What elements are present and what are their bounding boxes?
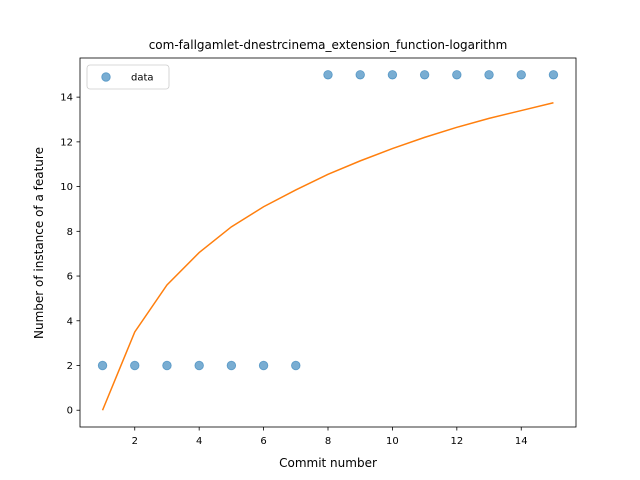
x-tick-label: 4 [196, 436, 202, 447]
data-point [291, 360, 301, 371]
data-point [97, 360, 108, 371]
legend-label: data [131, 73, 154, 84]
x-tick-label: 10 [386, 436, 399, 447]
legend-box [86, 64, 170, 90]
y-tick-label: 14 [60, 93, 73, 104]
y-tick-label: 2 [67, 361, 73, 372]
legend-marker [101, 72, 111, 82]
x-tick-label: 2 [132, 436, 138, 447]
data-point [484, 70, 494, 80]
y-axis-label: Number of instance of a feature [32, 147, 46, 339]
y-tick-label: 12 [60, 137, 73, 148]
y-tick-label: 8 [67, 227, 73, 238]
data-point [130, 360, 140, 371]
x-axis-label: Commit number [279, 456, 377, 470]
legend: data [86, 64, 170, 90]
x-tick-label: 8 [325, 436, 331, 447]
y-tick-label: 0 [67, 406, 73, 417]
data-point [162, 360, 172, 371]
data-point [452, 70, 462, 80]
x-tick-label: 12 [450, 436, 463, 447]
x-tick-label: 6 [260, 436, 266, 447]
data-point [194, 360, 204, 371]
data-point [323, 70, 333, 80]
y-tick-label: 4 [67, 316, 73, 327]
data-point [226, 360, 237, 371]
data-point [258, 360, 269, 371]
y-tick-label: 6 [67, 272, 73, 283]
data-point [355, 70, 365, 80]
plot-area [97, 70, 559, 411]
data-point [387, 70, 398, 80]
y-tick-label: 10 [60, 182, 73, 193]
x-tick-label: 14 [515, 436, 528, 447]
fit-line [101, 101, 554, 411]
data-point [516, 70, 526, 80]
chart-title: com-fallgamlet-dnestrcinema_extension_fu… [149, 38, 508, 52]
data-point [548, 70, 559, 80]
data-point [419, 70, 430, 80]
axes-ticks: 2 4 6 8 10 12 14 0 2 4 6 8 10 12 14 [60, 93, 527, 447]
